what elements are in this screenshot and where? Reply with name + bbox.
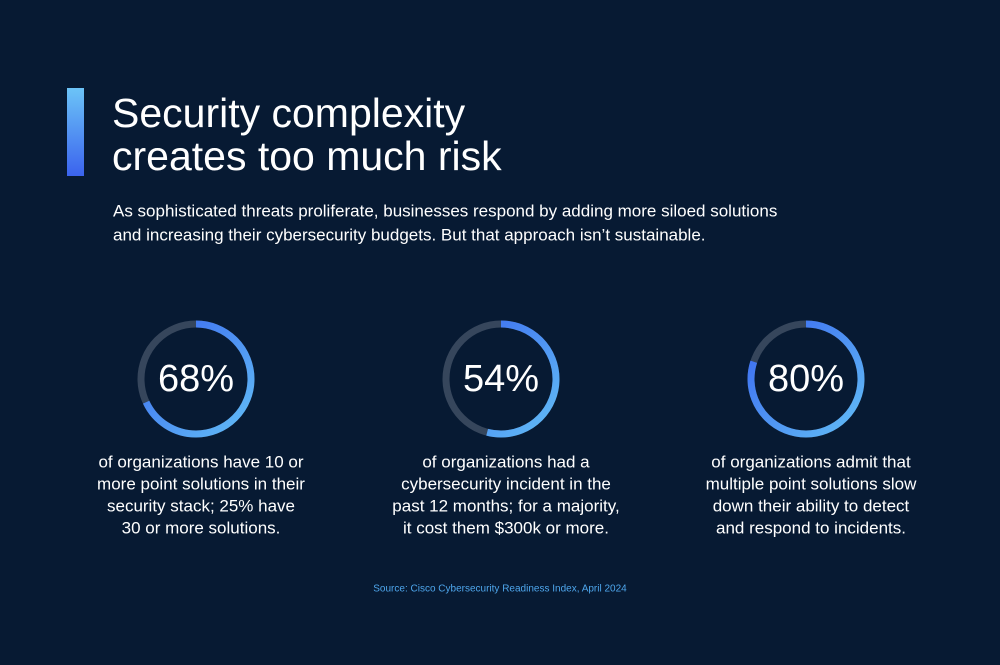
source: Source: Cisco Cybersecurity Readiness In… — [373, 584, 627, 595]
stat-text: security stack; 25% have — [107, 496, 295, 515]
ring-arc — [442, 320, 560, 438]
ring-arc — [747, 320, 865, 438]
subtitle: and increasing their cybersecurity budge… — [113, 225, 706, 244]
stat-text: 30 or more solutions. — [122, 518, 281, 537]
subtitle: As sophisticated threats proliferate, bu… — [113, 201, 777, 220]
stat-text: of organizations have 10 or — [98, 452, 303, 471]
stat-text: cybersecurity incident in the — [401, 474, 611, 493]
title: Security complexity — [112, 90, 466, 136]
accent-bar — [67, 88, 84, 176]
stat-text: it cost them $300k or more. — [403, 518, 609, 537]
stat-text: and respond to incidents. — [716, 518, 906, 537]
stat-value: 54% — [463, 358, 539, 400]
stat-text: of organizations had a — [422, 452, 590, 471]
stat-value: 80% — [768, 358, 844, 400]
stat-text: multiple point solutions slow — [706, 474, 917, 493]
stat-text: past 12 months; for a majority, — [392, 496, 619, 515]
stat-text: of organizations admit that — [711, 452, 911, 471]
stat-value: 68% — [158, 358, 234, 400]
title: creates too much risk — [112, 133, 502, 179]
stat-text: more point solutions in their — [97, 474, 305, 493]
ring-arc — [137, 320, 255, 438]
stat-text: down their ability to detect — [713, 496, 910, 515]
